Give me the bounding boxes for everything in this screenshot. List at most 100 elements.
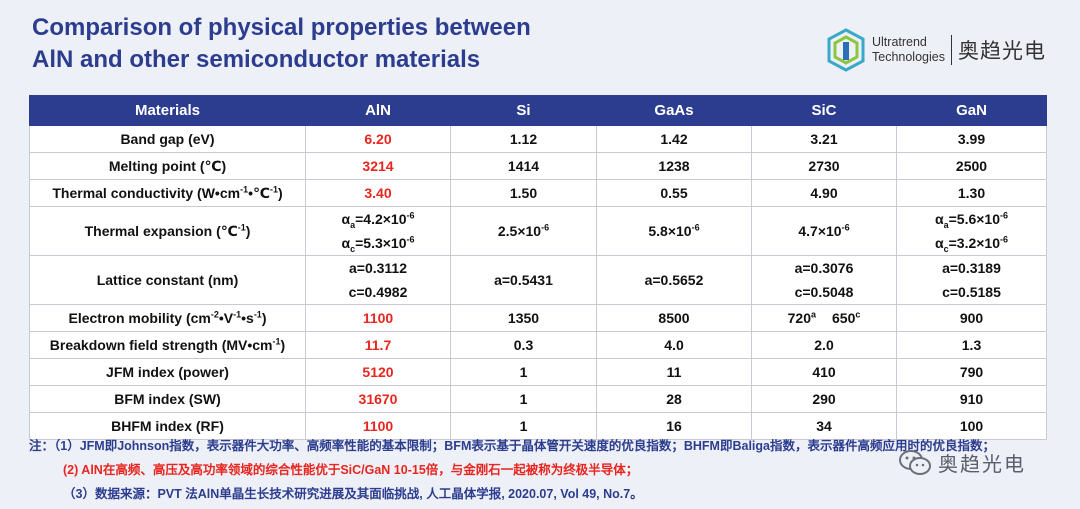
gaas-cell: 16 xyxy=(596,412,752,440)
superscript: -6 xyxy=(541,222,550,233)
aln-cell: 3.40 xyxy=(305,179,451,207)
sic-cell: 410 xyxy=(751,358,897,386)
superscript: -1 xyxy=(233,309,242,320)
table-row: BFM index (SW) 31670 1 28 290 910 xyxy=(29,385,1047,413)
ultratrend-logo-icon xyxy=(827,28,865,72)
property-cell: Breakdown field strength (MV•cm-1) xyxy=(29,331,306,359)
gan-cell: 790 xyxy=(896,358,1047,386)
si-cell: 2.5×10-6 xyxy=(450,206,597,256)
wechat-watermark: 奥趋光电 xyxy=(898,448,1026,477)
aln-cell: 6.20 xyxy=(305,125,451,153)
alpha-symbol: α xyxy=(934,211,944,227)
table-row: Lattice constant (nm) a=0.3112 c=0.4982 … xyxy=(29,255,1047,305)
sic-cell: 3.21 xyxy=(751,125,897,153)
si-cell: 1 xyxy=(450,412,597,440)
lattice-c: c=0.5185 xyxy=(942,284,1001,300)
logo-text-line-2: Technologies xyxy=(872,50,945,64)
superscript: -1 xyxy=(272,336,281,347)
alpha-symbol: α xyxy=(341,211,351,227)
gan-cell: 1.30 xyxy=(896,179,1047,207)
sic-cell: 720a 650c xyxy=(751,304,897,332)
logo-text-cn: 奥趋光电 xyxy=(957,40,1046,63)
sic-cell: 34 xyxy=(751,412,897,440)
aln-cell: 11.7 xyxy=(305,331,451,359)
si-cell: 1 xyxy=(450,385,597,413)
title-line-1: Comparison of physical properties betwee… xyxy=(32,14,531,41)
lattice-c: c=0.4982 xyxy=(348,284,408,300)
header-aln: AlN xyxy=(305,95,451,126)
subscript: c xyxy=(350,243,356,254)
property-text: •s xyxy=(241,310,254,326)
alpha-symbol: α xyxy=(341,235,351,251)
alpha-symbol: α xyxy=(934,235,944,251)
property-cell: Electron mobility (cm-2•V-1•s-1) xyxy=(29,304,306,332)
lattice-a: a=0.3189 xyxy=(942,260,1001,276)
aln-cell: 1100 xyxy=(305,304,451,332)
value-text: 2.5×10 xyxy=(497,223,542,239)
superscript: c xyxy=(855,309,861,320)
subscript: a xyxy=(943,219,949,230)
lattice-a: a=0.3076 xyxy=(794,260,854,276)
property-cell: Melting point (℃) xyxy=(29,152,306,180)
property-cell: Thermal expansion (℃-1) xyxy=(29,206,306,256)
gaas-cell: 0.55 xyxy=(596,179,752,207)
superscript: -6 xyxy=(406,210,415,221)
superscript: -1 xyxy=(237,222,246,233)
aln-cell: αa=4.2×10-6 αc=5.3×10-6 xyxy=(305,206,451,256)
table-row: Electron mobility (cm-2•V-1•s-1) 1100 13… xyxy=(29,304,1047,332)
gaas-cell: 4.0 xyxy=(596,331,752,359)
header-gan: GaN xyxy=(896,95,1047,126)
gan-cell: αa=5.6×10-6 αc=3.2×10-6 xyxy=(896,206,1047,256)
gan-cell: 1.3 xyxy=(896,331,1047,359)
sic-cell: 4.90 xyxy=(751,179,897,207)
superscript: -6 xyxy=(1000,210,1009,221)
gaas-cell: a=0.5652 xyxy=(596,255,752,305)
property-text: ) xyxy=(245,223,251,239)
si-cell: 1.50 xyxy=(450,179,597,207)
superscript: -6 xyxy=(1000,234,1009,245)
gan-cell: 2500 xyxy=(896,152,1047,180)
aln-cell: 5120 xyxy=(305,358,451,386)
page-title: Comparison of physical properties betwee… xyxy=(32,12,531,76)
value-text: 720 xyxy=(787,310,811,326)
table-header-row: Materials AlN Si GaAs SiC GaN xyxy=(29,95,1047,126)
property-text: Thermal conductivity (W•cm xyxy=(52,185,241,201)
value-text: =3.2×10 xyxy=(948,235,1000,251)
wechat-icon xyxy=(899,449,931,475)
property-text: ) xyxy=(280,337,286,353)
header-sic: SiC xyxy=(751,95,897,126)
company-logo: Ultratrend Technologies 奥趋光电 xyxy=(826,28,1046,72)
table-row: BHFM index (RF) 1100 1 16 34 100 xyxy=(29,412,1047,440)
value-text: 4.7×10 xyxy=(798,223,842,239)
superscript: -1 xyxy=(253,309,262,320)
alpha-a-line: αa=5.6×10-6 xyxy=(901,207,1042,231)
property-cell: Lattice constant (nm) xyxy=(29,255,306,305)
superscript: -6 xyxy=(841,222,850,233)
gaas-cell: 8500 xyxy=(596,304,752,332)
property-text: Thermal expansion (℃ xyxy=(84,223,238,239)
si-cell: 1350 xyxy=(450,304,597,332)
subscript: c xyxy=(943,243,949,254)
sic-cell: 4.7×10-6 xyxy=(751,206,897,256)
superscript: -6 xyxy=(406,234,415,245)
aln-cell: 3214 xyxy=(305,152,451,180)
gan-cell: 100 xyxy=(896,412,1047,440)
table-row: Thermal expansion (℃-1) αa=4.2×10-6 αc=5… xyxy=(29,206,1047,256)
si-cell: 1414 xyxy=(450,152,597,180)
gaas-cell: 28 xyxy=(596,385,752,413)
table-row: Breakdown field strength (MV•cm-1) 11.7 … xyxy=(29,331,1047,359)
header-materials: Materials xyxy=(29,95,306,126)
si-cell: 1.12 xyxy=(450,125,597,153)
table-row: Thermal conductivity (W•cm-1•℃-1) 3.40 1… xyxy=(29,179,1047,207)
footnote-1: 注：（1）JFM即Johnson指数，表示器件大功率、高频率性能的基本限制；BF… xyxy=(29,439,995,453)
gan-cell: a=0.3189 c=0.5185 xyxy=(896,255,1047,305)
superscript: -6 xyxy=(691,222,700,233)
properties-table: Materials AlN Si GaAs SiC GaN Band gap (… xyxy=(29,95,1047,440)
property-text: •℃ xyxy=(248,185,270,201)
footnotes: 注：（1）JFM即Johnson指数，表示器件大功率、高频率性能的基本限制；BF… xyxy=(29,434,995,506)
logo-text-line-1: Ultratrend xyxy=(872,35,927,49)
property-cell: BHFM index (RF) xyxy=(29,412,306,440)
value-text: =5.3×10 xyxy=(355,235,407,251)
property-text: •V xyxy=(218,310,234,326)
si-cell: 1 xyxy=(450,358,597,386)
